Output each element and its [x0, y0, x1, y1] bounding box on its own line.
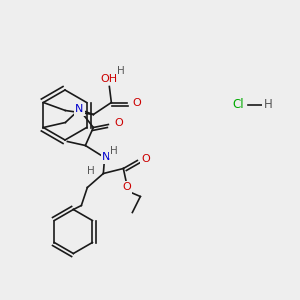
Text: OH: OH	[101, 74, 118, 83]
Text: H: H	[118, 65, 125, 76]
Text: O: O	[141, 154, 150, 164]
Text: O: O	[132, 98, 141, 107]
Text: H: H	[264, 98, 272, 112]
Text: N: N	[75, 104, 83, 115]
Text: N: N	[102, 152, 111, 163]
Text: Cl: Cl	[232, 98, 244, 112]
Text: O: O	[122, 182, 131, 193]
Text: H: H	[110, 146, 118, 157]
Text: O: O	[114, 118, 123, 128]
Text: H: H	[87, 167, 94, 176]
